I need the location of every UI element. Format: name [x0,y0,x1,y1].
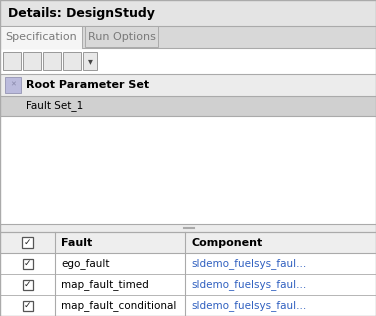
Bar [0,48,376,74]
Bar [83,52,97,70]
Bar [0,253,376,274]
Bar [23,301,32,311]
Bar [3,52,21,70]
Bar [22,237,33,248]
Bar [0,0,376,26]
Bar [0,96,376,116]
Bar [0,74,376,96]
Bar [0,26,376,48]
Bar [0,232,376,316]
Text: ▾: ▾ [88,56,92,66]
Bar [5,77,21,93]
Text: Root Parameter Set: Root Parameter Set [26,80,149,90]
Text: Run Options: Run Options [88,32,155,42]
Bar [0,232,376,253]
Text: ✓: ✓ [24,238,31,246]
Text: sldemo_fuelsys_faul...: sldemo_fuelsys_faul... [191,300,306,311]
Bar [23,258,32,269]
Bar [0,224,376,232]
Bar [23,52,41,70]
Text: sldemo_fuelsys_faul...: sldemo_fuelsys_faul... [191,279,306,290]
Text: map_fault_conditional: map_fault_conditional [61,300,176,311]
Text: ✓: ✓ [24,258,31,268]
Text: ✓: ✓ [24,301,31,309]
Bar [0,295,376,316]
Text: Details: DesignStudy: Details: DesignStudy [8,7,155,20]
Text: ✕: ✕ [10,82,16,88]
Bar [23,279,32,289]
Text: ✓: ✓ [24,279,31,289]
Bar [0,116,376,224]
Text: Fault: Fault [61,238,92,247]
Bar [0,274,376,295]
Text: sldemo_fuelsys_faul...: sldemo_fuelsys_faul... [191,258,306,269]
Text: ego_fault: ego_fault [61,258,109,269]
Text: map_fault_timed: map_fault_timed [61,279,149,290]
Text: Component: Component [191,238,262,247]
Text: Specification: Specification [5,32,77,42]
Bar [63,52,81,70]
Bar [0,26,82,48]
Bar [85,26,158,47]
Text: Fault Set_1: Fault Set_1 [26,100,83,112]
Bar [43,52,61,70]
